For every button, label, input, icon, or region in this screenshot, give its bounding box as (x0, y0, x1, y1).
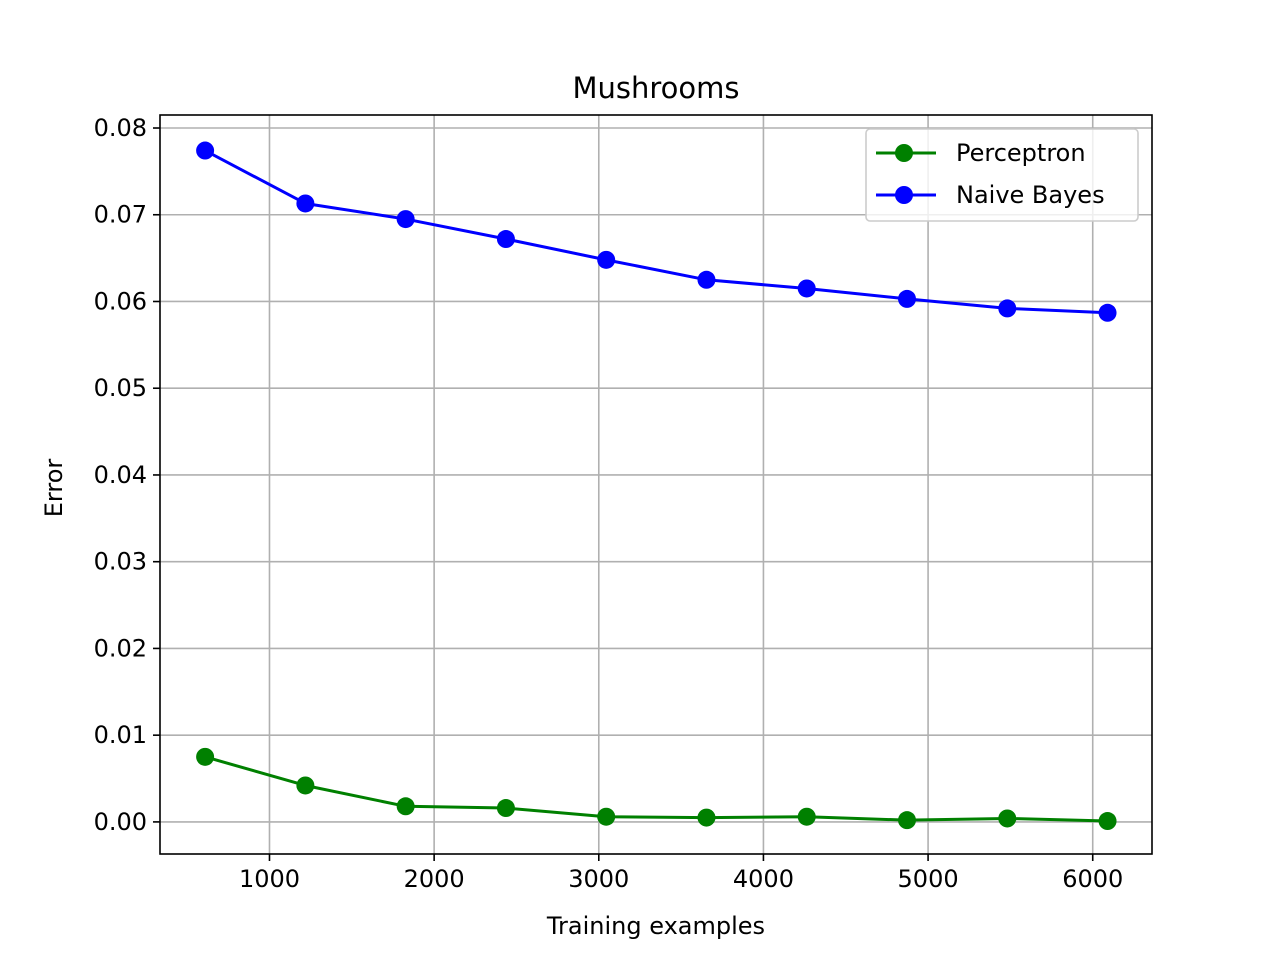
x-axis-label: Training examples (546, 912, 765, 940)
y-tick-label: 0.05 (94, 374, 147, 402)
data-point-naive-bayes (496, 230, 515, 249)
plot-background (160, 115, 1152, 854)
legend: Perceptron Naive Bayes (865, 128, 1139, 222)
data-point-perceptron (998, 809, 1017, 828)
data-point-naive-bayes (697, 270, 716, 289)
y-tick-label: 0.07 (94, 201, 147, 229)
data-point-perceptron (697, 808, 716, 827)
y-tick-label: 0.03 (94, 548, 147, 576)
data-point-naive-bayes (597, 250, 616, 269)
data-point-naive-bayes (998, 299, 1017, 318)
data-point-naive-bayes (1098, 303, 1117, 322)
x-tick-label: 6000 (1062, 865, 1123, 893)
y-tick-label: 0.08 (94, 114, 147, 142)
data-point-perceptron (496, 799, 515, 818)
series-layer (196, 141, 1117, 831)
data-point-naive-bayes (797, 279, 816, 298)
x-axis-ticks: 1000 2000 3000 4000 5000 6000 (239, 854, 1123, 893)
y-axis-ticks: 0.00 0.01 0.02 0.03 0.04 0.05 0.06 0.07 0.08 (94, 114, 160, 836)
x-tick-label: 4000 (733, 865, 794, 893)
legend-marker-naive-bayes (895, 186, 913, 204)
y-tick-label: 0.02 (94, 634, 147, 662)
legend-item-perceptron: Perceptron (876, 139, 1086, 167)
legend-label-naive-bayes: Naive Bayes (956, 181, 1105, 209)
legend-label-perceptron: Perceptron (956, 139, 1086, 167)
data-point-naive-bayes (396, 210, 415, 229)
series-line-naive-bayes (204, 149, 1108, 315)
y-axis-label: Error (40, 459, 68, 518)
x-tick-label: 2000 (404, 865, 465, 893)
plot-frame (159, 114, 1153, 855)
data-point-perceptron (898, 811, 917, 830)
x-tick-label: 1000 (239, 865, 300, 893)
x-tick-label: 5000 (898, 865, 959, 893)
data-point-naive-bayes (196, 141, 215, 160)
data-point-perceptron (296, 776, 315, 795)
grid (160, 115, 1152, 854)
data-point-perceptron (1098, 812, 1117, 831)
series-perceptron (196, 747, 1117, 831)
y-tick-label: 0.06 (94, 287, 147, 315)
data-point-perceptron (797, 807, 816, 826)
data-point-naive-bayes (296, 194, 315, 213)
y-tick-label: 0.04 (94, 461, 147, 489)
data-point-perceptron (597, 807, 616, 826)
y-tick-label: 0.01 (94, 721, 147, 749)
data-point-naive-bayes (898, 289, 917, 308)
x-tick-label: 3000 (568, 865, 629, 893)
y-tick-label: 0.00 (94, 808, 147, 836)
chart-title: Mushrooms (572, 71, 739, 105)
series-naive-bayes (196, 141, 1117, 322)
series-line-perceptron (204, 755, 1108, 823)
data-point-perceptron (196, 747, 215, 766)
legend-marker-perceptron (895, 144, 913, 162)
data-point-perceptron (396, 797, 415, 816)
legend-item-naive-bayes: Naive Bayes (876, 181, 1105, 209)
